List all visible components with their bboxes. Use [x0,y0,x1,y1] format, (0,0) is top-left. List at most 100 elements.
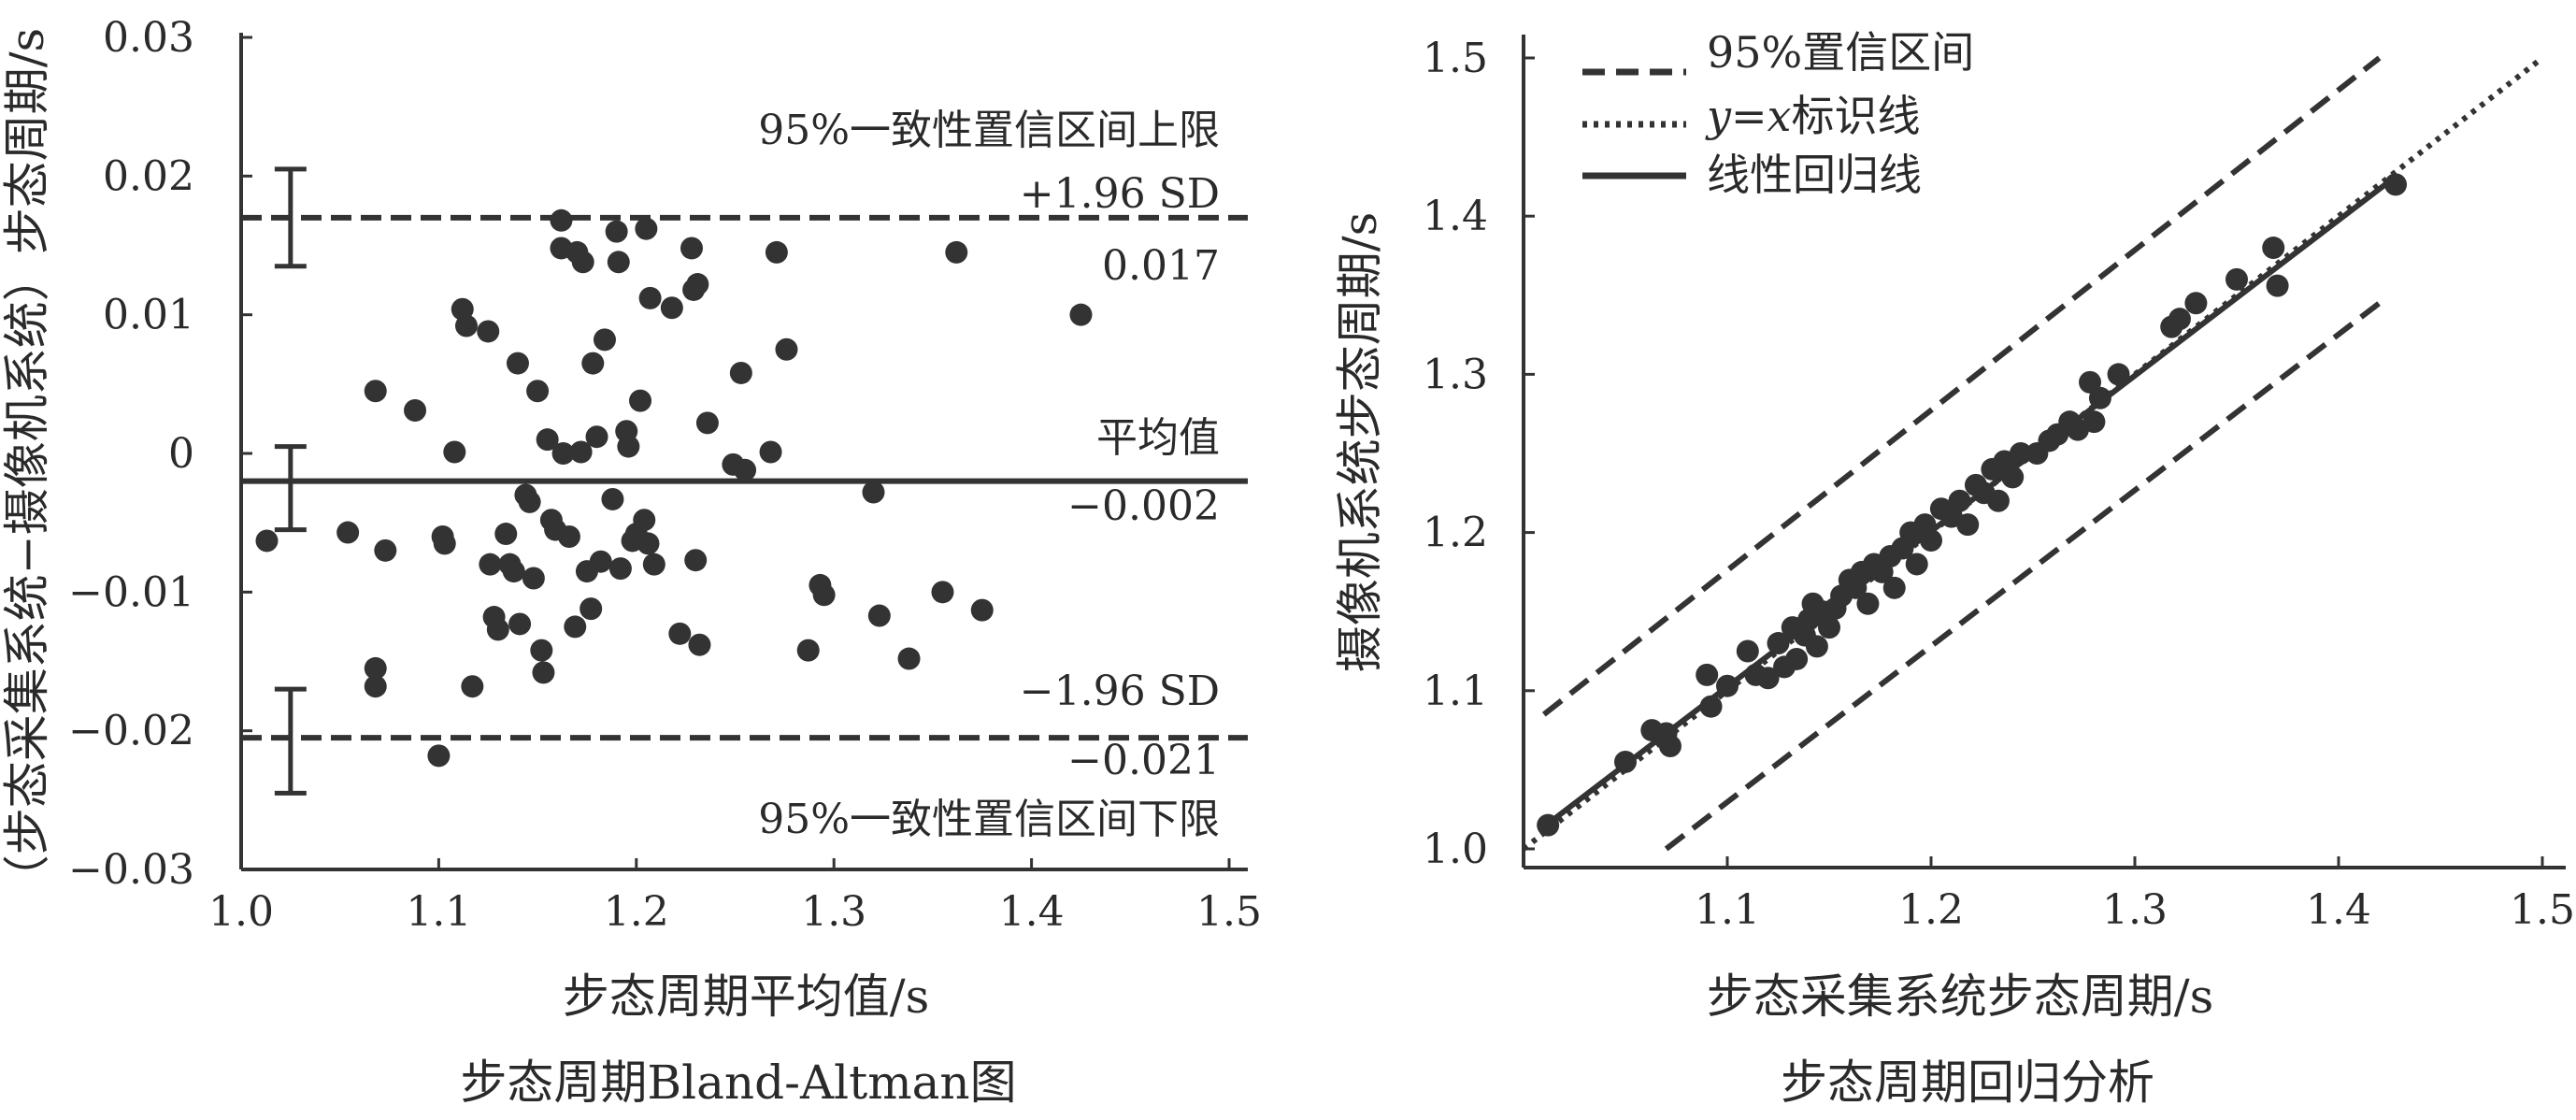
right-y-tick-label: 1.3 [1423,351,1488,398]
left-y-tick-label: 0 [168,430,194,478]
data-point [2107,363,2130,386]
right-caption: 步态周期回归分析 [1781,1055,2154,1110]
left-tick-labels: 1.0 1.1 1.2 1.3 1.4 1.5 0.03 0.02 0.01 0 −0.01 −0.0… [68,14,1262,936]
right-x-tick-label: 1.1 [1695,886,1760,934]
data-point [1756,667,1780,690]
data-point [551,442,575,465]
right-axes [1522,35,2566,869]
data-point [580,597,603,621]
data-point [477,320,500,343]
data-point [364,656,387,680]
right-data-points [1537,173,2408,837]
data-point [581,352,605,375]
data-point [1882,576,1906,599]
data-point [688,633,711,656]
mean-label: 平均值 [1096,414,1220,462]
data-point [1069,303,1093,326]
left-x-tick-label: 1.5 [1196,888,1262,936]
data-point [637,532,660,555]
left-x-tick-label: 1.0 [208,888,274,936]
upper-limit-label: 95%一致性置信区间上限 [758,107,1220,154]
data-point [564,615,587,639]
data-point [897,647,921,670]
data-point [684,549,708,572]
data-point [686,273,709,296]
data-point [608,557,632,581]
lower-sd-label: −1.96 SD [1020,668,1220,715]
data-point [867,604,891,627]
data-point [1920,529,1942,553]
right-x-tick-label: 1.2 [1898,886,1964,934]
data-point [1818,616,1840,639]
left-x-tick-label: 1.3 [801,888,866,936]
regression-chart: 1.1 1.2 1.3 1.4 1.5 1.5 1.4 1.3 1.2 1.1 1.0 95%置信区… [1333,27,2575,1110]
data-point [255,529,279,553]
data-point [532,661,555,684]
data-point [2168,308,2191,331]
lower-limit-label: 95%一致性置信区间下限 [758,796,1220,843]
data-point [508,612,532,636]
right-x-tick-label: 1.5 [2510,886,2575,934]
data-point [1699,695,1723,718]
data-point [680,237,703,260]
data-point [2384,173,2408,196]
legend-regression-label: 线性回归线 [1707,150,1922,200]
mean-value-label: −0.002 [1067,482,1220,530]
upper-value-label: 0.017 [1102,242,1220,290]
right-y-tick-label: 1.1 [1423,668,1488,715]
data-point [557,525,580,548]
left-error-bars [274,166,307,796]
data-point [759,440,782,464]
data-point [526,380,550,403]
data-point [336,521,360,544]
data-point [1785,647,1809,670]
data-point [506,352,529,375]
data-point [2225,267,2248,291]
right-y-tick-label: 1.2 [1423,510,1488,557]
data-point [571,251,594,274]
left-y-tick-label: −0.02 [68,708,194,755]
right-y-axis-title: 摄像机系统步态周期/s [1333,212,1387,673]
right-x-tick-label: 1.3 [2102,886,2168,934]
legend-ci-label: 95%置信区间 [1707,27,1974,78]
data-point [1716,674,1739,697]
legend-identity-italic: y=x [1705,91,1792,141]
data-point [433,532,456,555]
data-point [796,639,820,662]
data-point [2262,237,2285,260]
left-y-tick-label: 0.01 [103,292,194,339]
data-point [1956,513,1980,537]
data-point [479,553,502,576]
data-point [486,618,509,641]
data-point [2266,274,2289,297]
data-point [518,490,541,513]
data-point [734,458,757,481]
data-point [2001,466,2025,489]
identity-line [1522,55,2544,852]
data-point [1614,750,1637,773]
data-point [364,380,387,403]
data-point [1986,489,2010,512]
data-point [522,567,545,590]
right-tick-labels: 1.1 1.2 1.3 1.4 1.5 1.5 1.4 1.3 1.2 1.1 1.0 [1423,35,2575,934]
data-point [629,389,652,412]
data-point [775,337,798,361]
data-point [945,240,968,264]
left-y-tick-label: 0.02 [103,152,194,200]
data-point [729,361,752,384]
data-point [1767,632,1790,655]
legend-identity-label: y=x标识线 [1705,91,1920,141]
data-point [2088,386,2111,409]
data-point [536,428,559,452]
right-x-axis-title: 步态采集系统步态周期/s [1707,969,2214,1024]
data-point [695,411,719,435]
data-point [635,217,658,240]
data-point [638,286,662,309]
legend-identity-suffix: 标识线 [1791,91,1920,141]
data-point [2082,410,2106,434]
left-y-tick-label: −0.03 [68,846,194,894]
data-point [812,583,836,607]
data-point [454,314,478,337]
lower-value-label: −0.021 [1067,737,1220,784]
